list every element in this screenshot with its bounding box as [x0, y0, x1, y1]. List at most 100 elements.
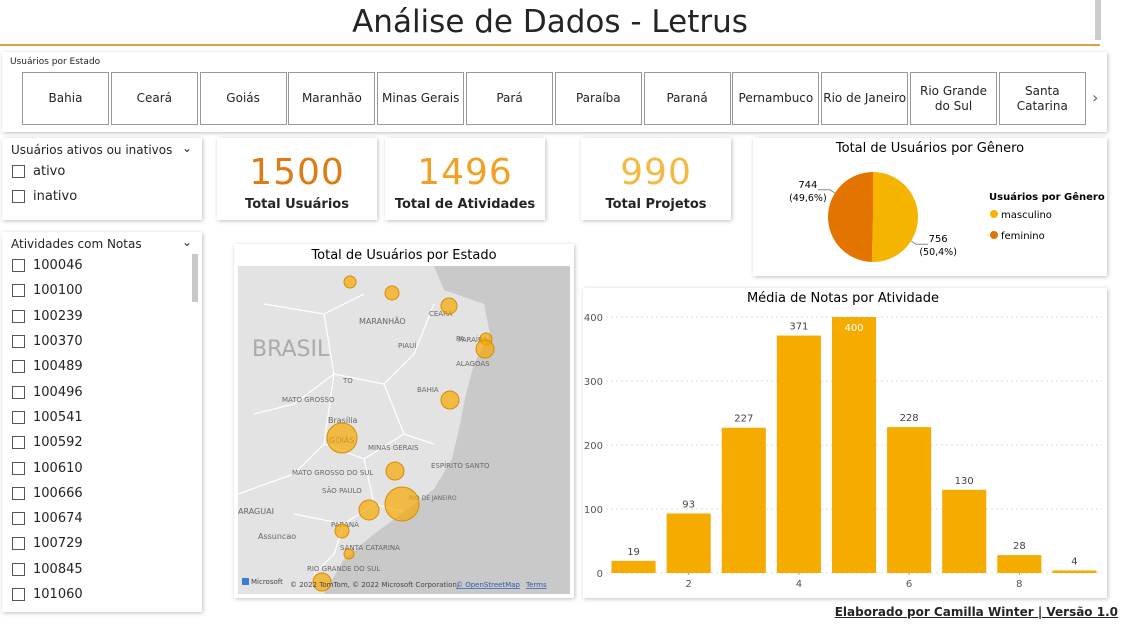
kpi-label: Total Projetos: [605, 197, 707, 212]
checkbox-item[interactable]: 100610: [2, 455, 190, 480]
ms-logo: [242, 578, 249, 585]
pie-panel: Total de Usuários por Gênero 756 (50,4%) 74…: [753, 138, 1107, 276]
map-label: SÃO PAULO: [322, 486, 362, 495]
checkbox-item[interactable]: 100239: [2, 304, 190, 329]
checkbox[interactable]: [12, 537, 25, 551]
checkbox-label: 100674: [33, 511, 83, 527]
checkbox-item[interactable]: 100674: [2, 506, 190, 531]
checkbox[interactable]: [12, 309, 25, 323]
dropdown-icon[interactable]: ⌄: [182, 235, 193, 249]
checkbox[interactable]: [12, 190, 25, 204]
state-bubble[interactable]: [326, 422, 358, 454]
state-bubble[interactable]: [440, 297, 458, 315]
checkbox[interactable]: [12, 259, 25, 273]
checkbox-label: ativo: [33, 164, 66, 180]
checkbox-list: ativo inativo: [2, 159, 192, 210]
state-button[interactable]: Rio de Janeiro: [821, 72, 909, 125]
checkbox[interactable]: [12, 335, 25, 349]
bar: [887, 427, 932, 573]
terms-link[interactable]: Terms: [525, 581, 547, 589]
checkbox-item[interactable]: 100370: [2, 329, 190, 354]
y-tick-label: 100: [584, 505, 603, 516]
checkbox-item[interactable]: 101060: [2, 582, 190, 607]
checkbox-label: 100610: [33, 460, 83, 476]
map: Total de Usuários por Estado BRASIL MARANH…: [237, 248, 570, 594]
state-slicer: Usuários por Estado › Bahia Ceará Goiás Mar…: [2, 52, 1107, 132]
checkbox-item[interactable]: 100100: [2, 278, 190, 303]
state-bubble[interactable]: [312, 572, 332, 592]
state-bubble[interactable]: [343, 275, 357, 289]
kpi-card: 990 Total Projetos: [581, 138, 731, 220]
checkbox[interactable]: [12, 165, 25, 179]
state-button[interactable]: Pernambuco: [732, 72, 820, 125]
state-button[interactable]: Santa Catarina: [998, 72, 1086, 125]
attribution: Microsoft: [251, 578, 283, 586]
dropdown-icon[interactable]: ⌄: [182, 141, 193, 155]
checkbox-item[interactable]: 100845: [2, 557, 190, 582]
data-label: 227: [734, 414, 753, 425]
state-button[interactable]: Minas Gerais: [377, 72, 465, 125]
checkbox[interactable]: [12, 512, 25, 526]
checkbox-item[interactable]: inativo: [2, 184, 192, 209]
checkbox-item[interactable]: 100541: [2, 405, 190, 430]
data-label: 228: [900, 413, 919, 424]
checkbox-item[interactable]: 100592: [2, 430, 190, 455]
state-bubble[interactable]: [384, 486, 420, 522]
bar-chart: Média de Notas por Atividade 0 100 200 300 40…: [584, 291, 1102, 590]
state-button[interactable]: Paraíba: [554, 72, 642, 125]
checkbox[interactable]: [12, 385, 25, 399]
legend-marker: [990, 231, 998, 239]
checkbox[interactable]: [12, 461, 25, 475]
state-bubble[interactable]: [384, 285, 400, 301]
state-button[interactable]: Ceará: [110, 72, 198, 125]
state-button[interactable]: Rio Grande do Sul: [910, 72, 997, 125]
data-label: 400: [844, 323, 863, 334]
y-tick-label: 400: [584, 313, 603, 324]
checkbox-label: 100845: [33, 561, 83, 577]
x-tick-label: 8: [1016, 579, 1022, 590]
checkbox[interactable]: [12, 436, 25, 450]
map-label: PA: [456, 335, 465, 343]
data-label: 130: [955, 476, 974, 487]
chart-title: Total de Usuários por Gênero: [835, 141, 1024, 156]
checkbox-item[interactable]: 100496: [2, 379, 190, 404]
state-button[interactable]: Pará: [466, 72, 553, 125]
checkbox[interactable]: [12, 588, 25, 601]
checkbox-item[interactable]: 100666: [2, 481, 190, 506]
checkbox-item[interactable]: 100729: [2, 531, 190, 556]
checkbox[interactable]: [12, 360, 25, 374]
state-bubble[interactable]: [343, 548, 355, 560]
ocean: [324, 266, 570, 594]
checkbox-item[interactable]: 100489: [2, 354, 190, 379]
state-bubble[interactable]: [385, 461, 405, 481]
copyright: © 2022 TomTom, © 2022 Microsoft Corporat…: [290, 581, 459, 589]
share-label: (49,6%): [789, 193, 827, 204]
next-arrow[interactable]: ›: [1092, 88, 1099, 107]
checkbox-item[interactable]: 100046: [2, 253, 190, 278]
state-bubble[interactable]: [440, 390, 460, 410]
state-bubble[interactable]: [475, 339, 495, 359]
state-button[interactable]: Goiás: [199, 72, 287, 125]
map-label: RIO GRANDE DO SUL: [307, 565, 380, 573]
map-label: ESPÍRITO SANTO: [431, 461, 490, 470]
checkbox[interactable]: [12, 410, 25, 424]
map-label: Brasília: [328, 416, 358, 425]
state-bubble[interactable]: [334, 523, 350, 539]
checkbox[interactable]: [12, 562, 25, 576]
state-button[interactable]: Paraná: [643, 72, 731, 125]
state-bubble[interactable]: [358, 499, 380, 521]
checkbox-label: 100541: [33, 409, 83, 425]
map-label: MATO GROSSO DO SUL: [292, 469, 373, 477]
data-label: 93: [682, 499, 695, 510]
map-label: PARAÍBA: [458, 335, 488, 344]
osm-link[interactable]: © OpenStreetMap: [456, 581, 521, 589]
checkbox[interactable]: [12, 284, 25, 298]
title-rule: [0, 44, 1100, 46]
checkbox-item[interactable]: ativo: [2, 159, 192, 184]
scrollbar[interactable]: [192, 254, 198, 302]
state-button[interactable]: Bahia: [22, 72, 109, 125]
state-button[interactable]: Maranhão: [288, 72, 376, 125]
checkbox[interactable]: [12, 486, 25, 500]
bar: [611, 560, 656, 573]
